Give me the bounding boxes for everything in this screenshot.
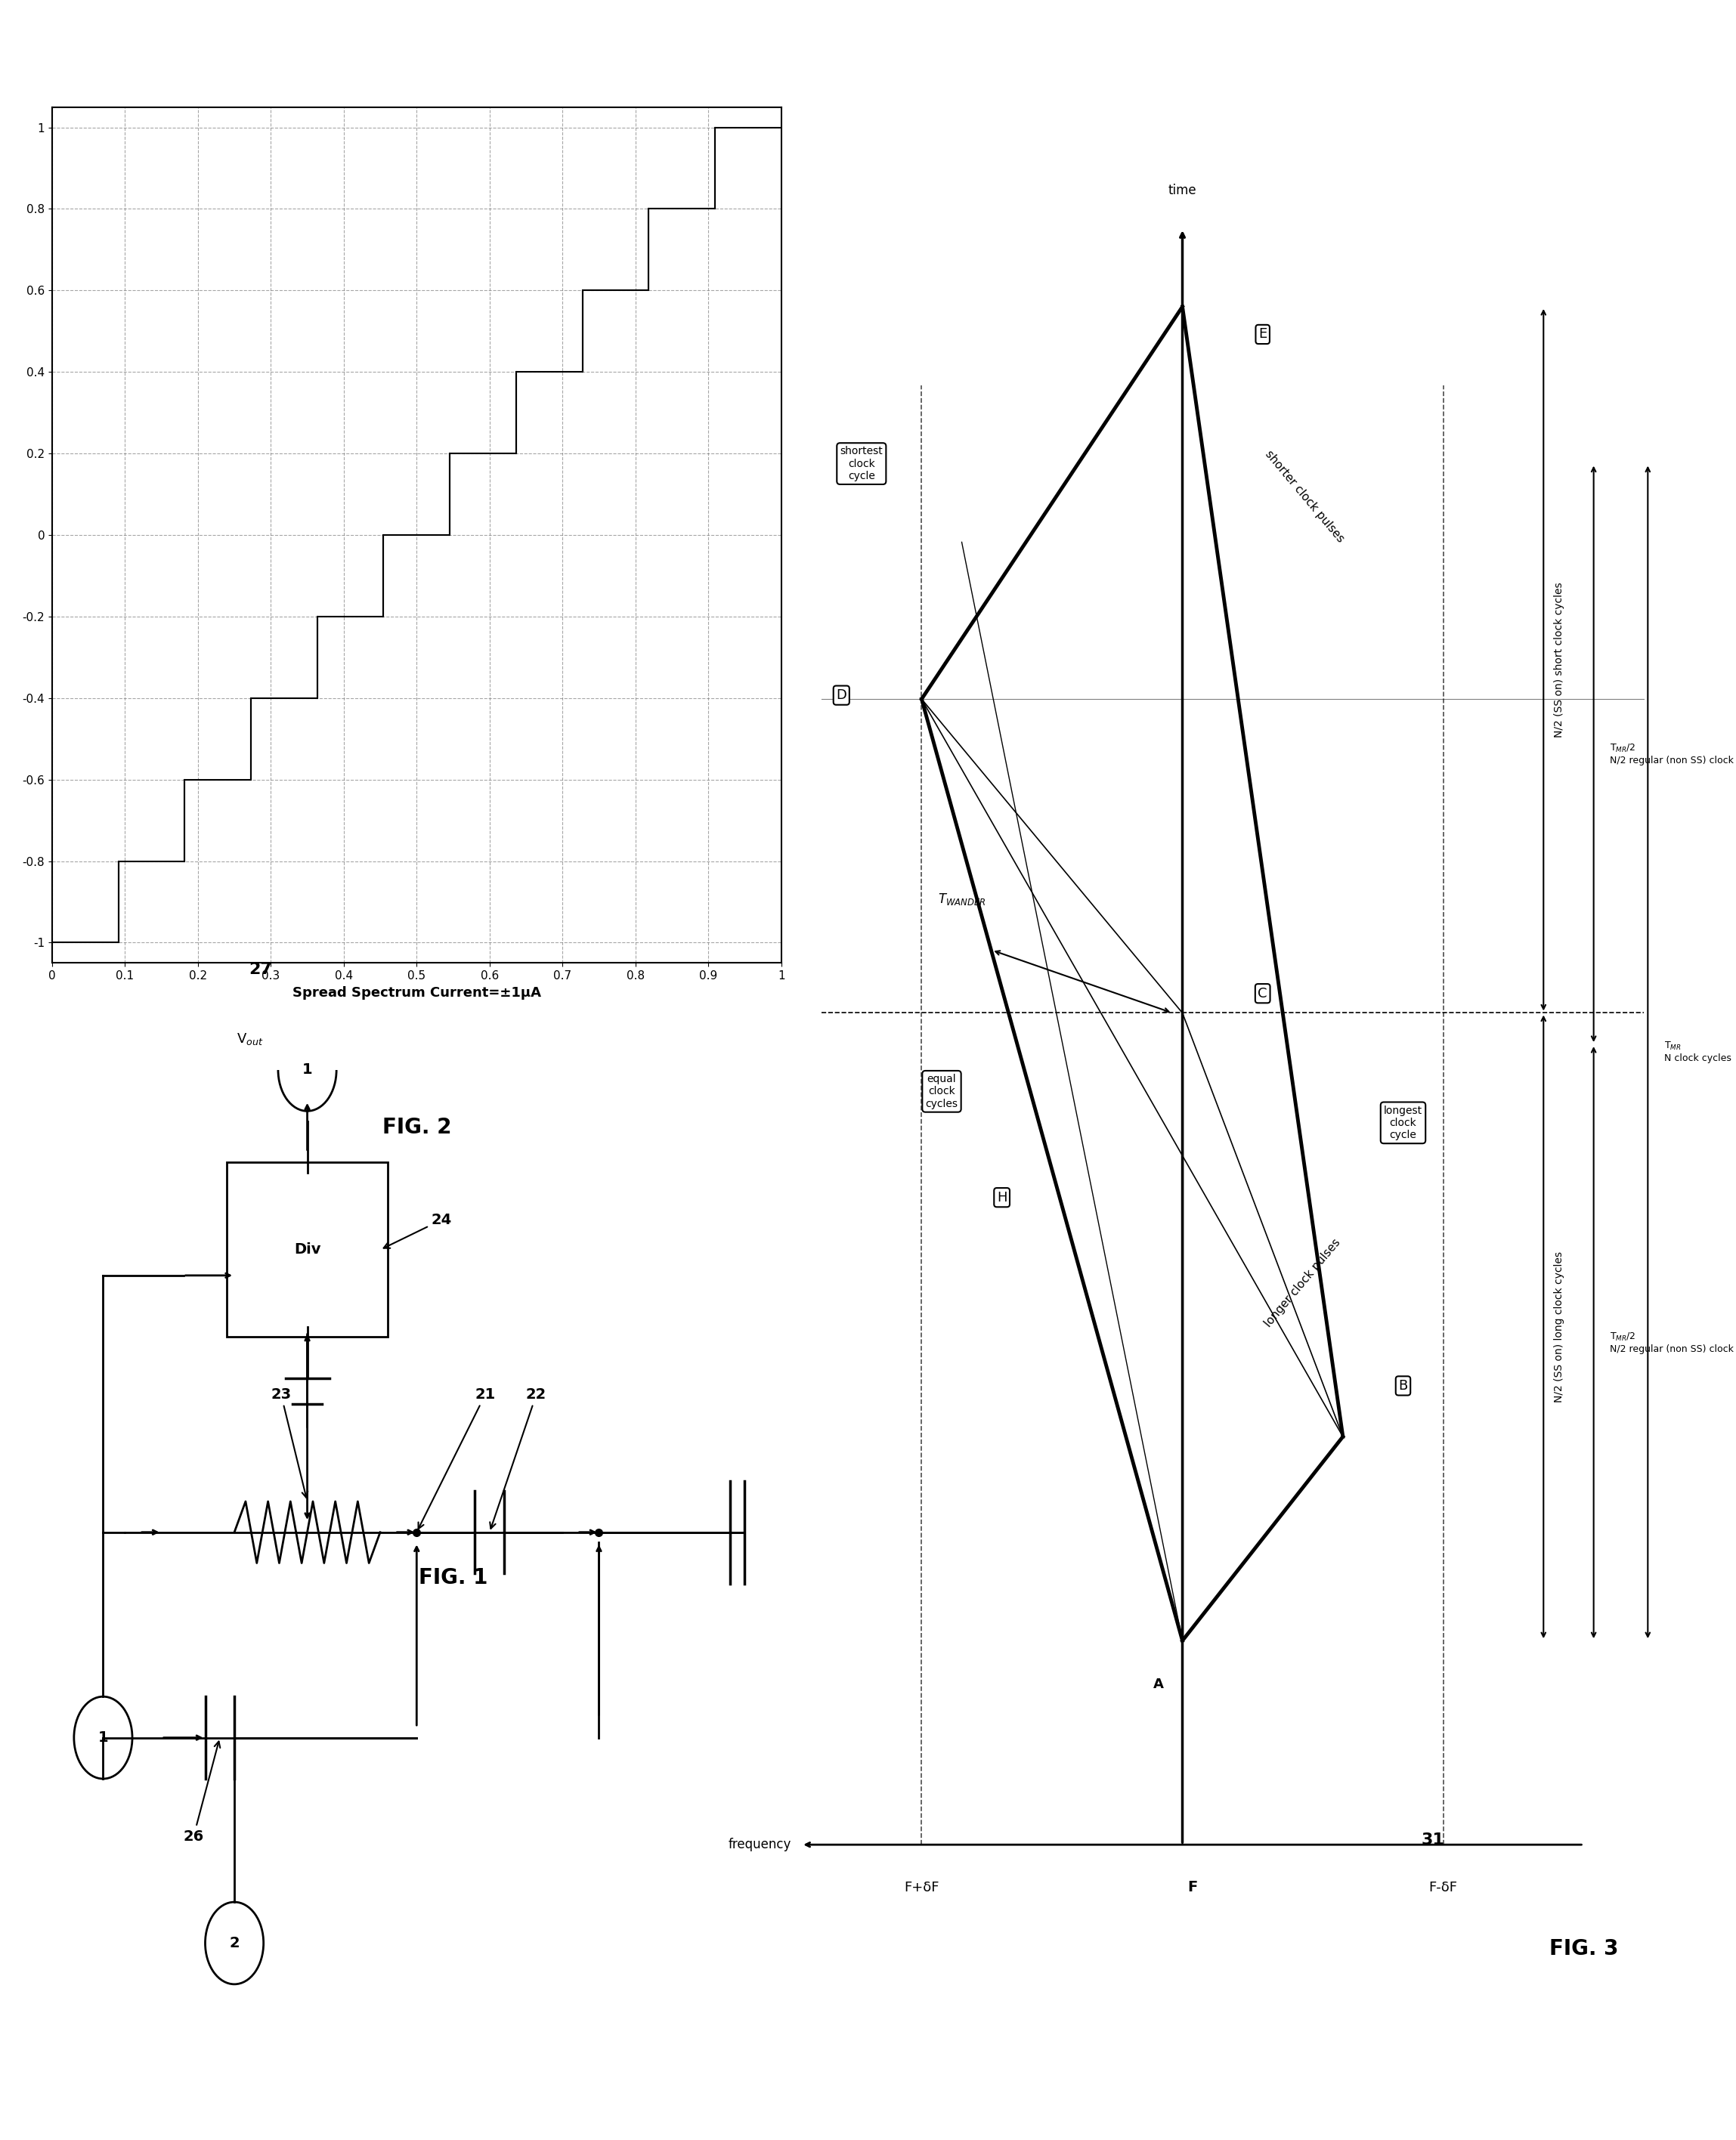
- Text: F: F: [1187, 1881, 1198, 1894]
- Text: shorter clock pulses: shorter clock pulses: [1262, 447, 1345, 544]
- Text: T$_{WANDER}$: T$_{WANDER}$: [937, 892, 986, 907]
- Text: equal
clock
cycles: equal clock cycles: [925, 1074, 958, 1109]
- Text: C: C: [1259, 987, 1267, 999]
- Text: A: A: [1153, 1678, 1163, 1691]
- Text: T$_{MR}$/2
N/2 regular (non SS) clock cycles: T$_{MR}$/2 N/2 regular (non SS) clock cy…: [1609, 1331, 1736, 1355]
- Text: E: E: [1259, 327, 1267, 340]
- Text: 24: 24: [384, 1213, 451, 1248]
- Text: longest
clock
cycle: longest clock cycle: [1384, 1104, 1422, 1141]
- Text: T$_{MR}$
N clock cycles: T$_{MR}$ N clock cycles: [1663, 1040, 1731, 1064]
- Text: N/2 (SS on) long clock cycles: N/2 (SS on) long clock cycles: [1554, 1252, 1564, 1402]
- Text: F-δF: F-δF: [1429, 1881, 1458, 1894]
- Text: 31: 31: [1422, 1832, 1444, 1847]
- Text: 2: 2: [229, 1937, 240, 1950]
- Text: 21: 21: [418, 1387, 495, 1528]
- Text: 22: 22: [490, 1387, 547, 1528]
- Text: N/2 (SS on) short clock cycles: N/2 (SS on) short clock cycles: [1554, 582, 1564, 738]
- Text: frequency: frequency: [727, 1838, 792, 1851]
- Text: 23: 23: [271, 1387, 307, 1498]
- Text: 27: 27: [248, 961, 273, 976]
- Text: B: B: [1399, 1378, 1408, 1393]
- Text: time: time: [1168, 184, 1196, 197]
- Text: D: D: [837, 689, 847, 702]
- Text: V$_{out}$: V$_{out}$: [236, 1031, 264, 1046]
- Text: 1: 1: [97, 1731, 108, 1744]
- Text: FIG. 3: FIG. 3: [1549, 1939, 1618, 1958]
- FancyBboxPatch shape: [227, 1162, 387, 1338]
- Text: Div: Div: [293, 1243, 321, 1256]
- Text: shortest
clock
cycle: shortest clock cycle: [840, 445, 884, 481]
- Text: FIG. 2: FIG. 2: [382, 1117, 451, 1138]
- Text: H: H: [996, 1190, 1007, 1205]
- X-axis label: Spread Spectrum Current=±1μA: Spread Spectrum Current=±1μA: [292, 987, 542, 999]
- Text: FIG. 1: FIG. 1: [418, 1566, 488, 1588]
- Text: 1: 1: [302, 1064, 312, 1076]
- Text: 26: 26: [184, 1742, 220, 1843]
- Text: longer clock pulses: longer clock pulses: [1262, 1237, 1344, 1329]
- Text: T$_{MR}$/2
N/2 regular (non SS) clock cycles: T$_{MR}$/2 N/2 regular (non SS) clock cy…: [1609, 743, 1736, 766]
- Text: F+δF: F+δF: [904, 1881, 939, 1894]
